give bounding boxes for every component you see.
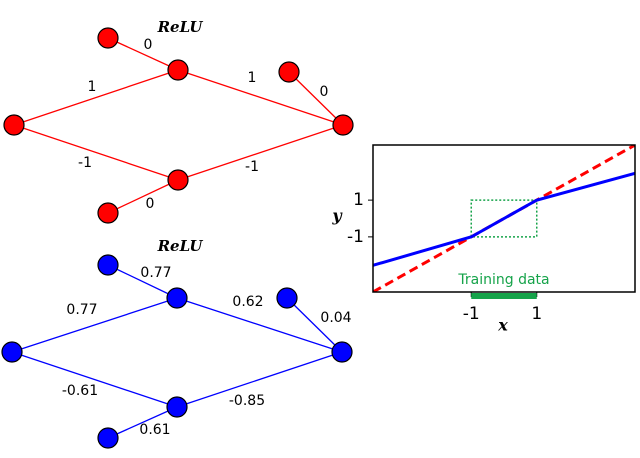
edge-weight: 1 xyxy=(88,79,97,95)
node xyxy=(97,202,119,224)
edge xyxy=(11,351,178,408)
edge-weight: 0 xyxy=(144,37,153,53)
edge xyxy=(107,264,178,299)
training-label: Training data xyxy=(457,272,549,288)
edge-weight: -0.85 xyxy=(229,393,265,409)
node xyxy=(1,341,23,363)
edge xyxy=(107,406,178,439)
y-tick-label: -1 xyxy=(347,227,364,247)
training-box xyxy=(470,199,538,238)
edge xyxy=(177,124,344,181)
edge xyxy=(176,351,343,408)
node xyxy=(167,169,189,191)
training-bar xyxy=(471,293,537,299)
node xyxy=(97,254,119,276)
edge-weight: 0 xyxy=(320,84,329,100)
y-axis-label: y xyxy=(331,206,343,225)
edge-weight: 0.04 xyxy=(320,310,351,326)
line xyxy=(373,145,635,292)
edge-weight: 1 xyxy=(248,70,257,86)
activation-label: ReLU xyxy=(157,237,204,255)
node xyxy=(332,114,354,136)
edge xyxy=(176,297,343,353)
x-tick-label: 1 xyxy=(531,304,542,324)
edge-weight: 0.62 xyxy=(232,294,263,310)
line xyxy=(373,171,635,267)
edge xyxy=(13,69,179,126)
edge xyxy=(286,297,343,353)
node xyxy=(276,287,298,309)
edge-weight: -1 xyxy=(78,155,92,171)
edge xyxy=(107,37,179,71)
node xyxy=(278,61,300,83)
node xyxy=(166,396,188,418)
node xyxy=(331,341,353,363)
plot-frame xyxy=(372,144,636,293)
x-axis-label: x xyxy=(497,316,508,335)
node xyxy=(97,27,119,49)
edge-weight: 0.61 xyxy=(139,422,170,438)
edge xyxy=(177,69,344,126)
activation-label: ReLU xyxy=(157,18,204,36)
edge-weight: 0.77 xyxy=(140,265,171,281)
edge xyxy=(13,124,179,181)
edge xyxy=(288,71,344,126)
edge-weight: -1 xyxy=(245,159,259,175)
node xyxy=(3,114,25,136)
edge xyxy=(107,179,179,214)
x-tick-label: -1 xyxy=(463,304,480,324)
edge-weight: 0.77 xyxy=(66,302,97,318)
edge-weight: 0 xyxy=(146,196,155,212)
edge-weight: -0.61 xyxy=(62,383,98,399)
node xyxy=(97,427,119,449)
node xyxy=(166,287,188,309)
edge xyxy=(11,297,178,353)
y-tick-label: 1 xyxy=(353,190,364,210)
node xyxy=(167,59,189,81)
